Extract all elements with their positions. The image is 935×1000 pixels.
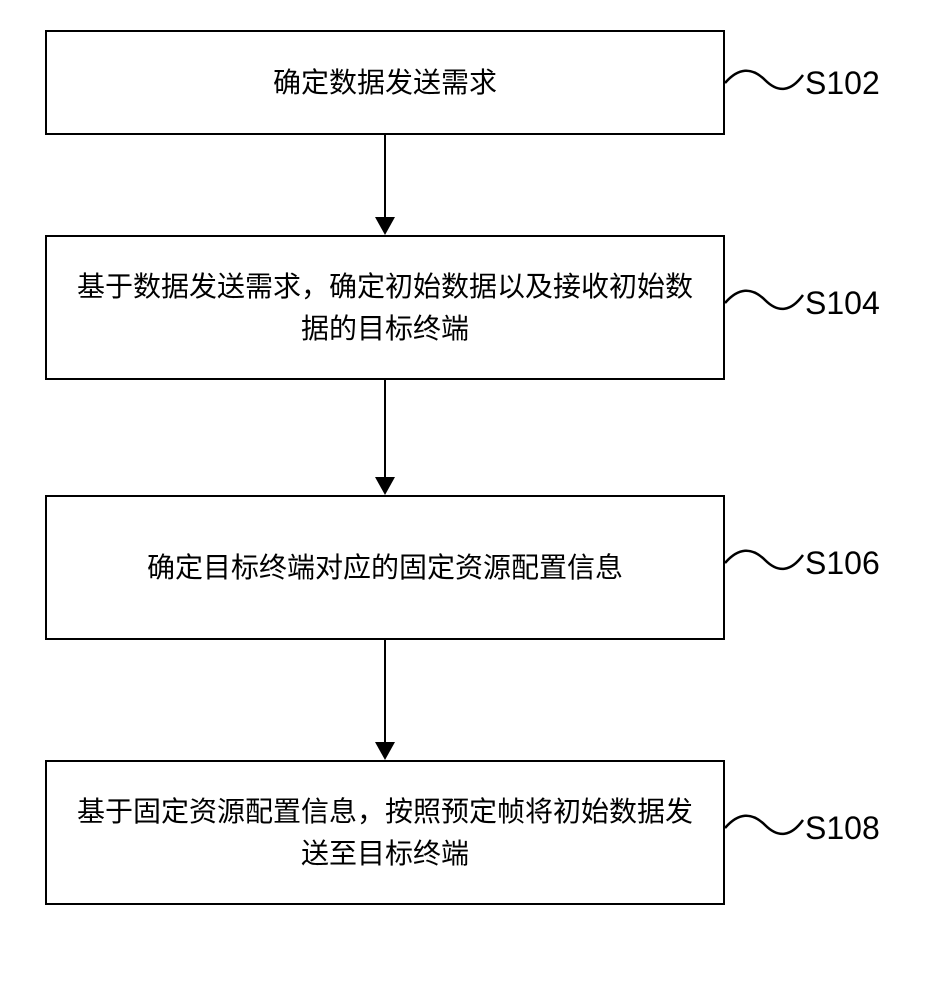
connector-s108 [725,800,805,850]
connector-s102 [725,55,805,105]
box-text-s106: 确定目标终端对应的固定资源配置信息 [147,547,623,589]
box-text-s108: 基于固定资源配置信息，按照预定帧将初始数据发送至目标终端 [67,791,703,875]
box-text-s102: 确定数据发送需求 [273,62,497,104]
connector-s106 [725,535,805,585]
label-s104: S104 [805,285,880,322]
connector-s104 [725,275,805,325]
flowchart-box-s102: 确定数据发送需求 [45,30,725,135]
flowchart-box-s106: 确定目标终端对应的固定资源配置信息 [45,495,725,640]
box-text-s104: 基于数据发送需求，确定初始数据以及接收初始数据的目标终端 [67,266,703,350]
flowchart-box-s108: 基于固定资源配置信息，按照预定帧将初始数据发送至目标终端 [45,760,725,905]
label-s106: S106 [805,545,880,582]
label-s108: S108 [805,810,880,847]
flowchart-container: 确定数据发送需求 S102 基于数据发送需求，确定初始数据以及接收初始数据的目标… [0,0,935,1000]
label-s102: S102 [805,65,880,102]
flowchart-box-s104: 基于数据发送需求，确定初始数据以及接收初始数据的目标终端 [45,235,725,380]
